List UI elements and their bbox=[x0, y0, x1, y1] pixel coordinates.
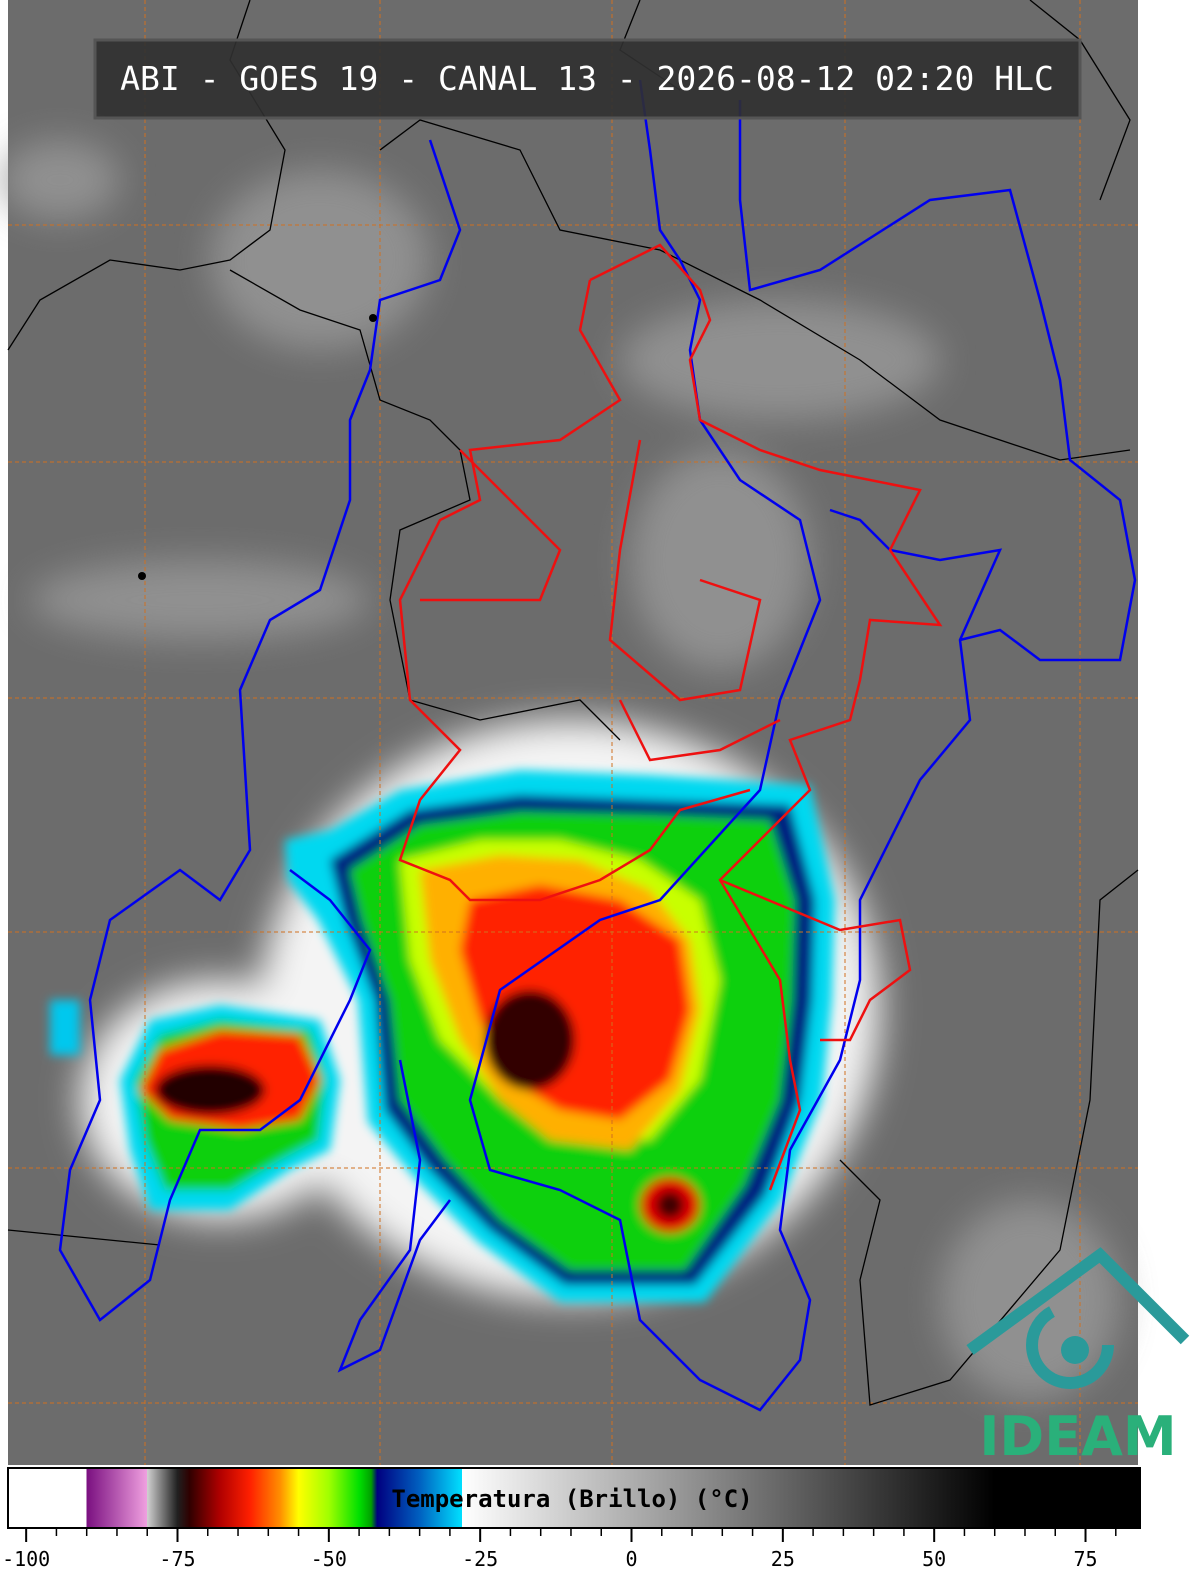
colorbar: Temperatura (Brillo) (°C) -100 -75 -50 -25 0 2… bbox=[2, 1467, 1141, 1571]
map: IDEAM bbox=[0, 0, 1190, 1468]
colorbar-gradient bbox=[7, 1467, 1141, 1529]
ideam-logo: IDEAM bbox=[966, 1247, 1190, 1468]
graticule bbox=[8, 0, 1138, 1465]
title: ABI - GOES 19 - CANAL 13 - 2026-08-12 02… bbox=[120, 59, 1054, 98]
tick-label: -75 bbox=[159, 1547, 195, 1571]
tick-label: -100 bbox=[2, 1547, 50, 1571]
tick-label: 0 bbox=[625, 1547, 637, 1571]
tick-label: 25 bbox=[771, 1547, 795, 1571]
tick-label: 75 bbox=[1073, 1547, 1097, 1571]
tick-label: -25 bbox=[462, 1547, 498, 1571]
country-borders bbox=[7, 0, 1139, 1406]
regional-borders bbox=[398, 243, 943, 1191]
tick-label: 50 bbox=[922, 1547, 946, 1571]
logo-text: IDEAM bbox=[979, 1405, 1176, 1468]
title-box bbox=[93, 38, 1082, 120]
colorbar-label: Temperatura (Brillo) (°C) bbox=[391, 1485, 752, 1513]
tick-label: -50 bbox=[311, 1547, 347, 1571]
